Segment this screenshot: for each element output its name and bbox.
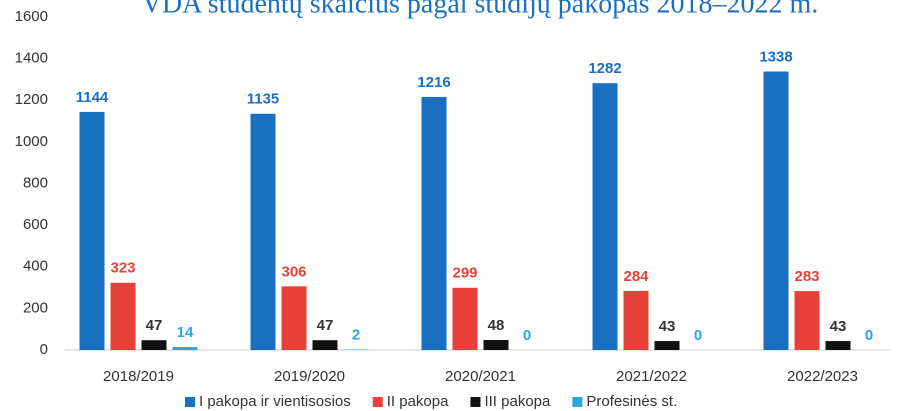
bar xyxy=(794,291,820,350)
legend-label: II pakopa xyxy=(387,393,449,410)
value-label: 284 xyxy=(623,268,649,285)
y-tick-label: 600 xyxy=(23,216,48,233)
legend-swatch xyxy=(470,397,481,407)
value-label: 0 xyxy=(523,327,531,344)
value-label: 1216 xyxy=(417,74,450,91)
value-label: 47 xyxy=(317,317,334,334)
legend-swatch xyxy=(185,397,195,407)
bar xyxy=(825,341,851,350)
value-label: 323 xyxy=(110,260,135,277)
y-tick-label: 1200 xyxy=(15,91,48,108)
bar xyxy=(250,113,276,350)
value-label: 1338 xyxy=(759,48,792,65)
value-label: 1144 xyxy=(76,89,109,106)
legend-label: III pakopa xyxy=(484,393,551,410)
value-label: 14 xyxy=(177,324,194,341)
legend-swatch xyxy=(372,397,383,407)
y-tick-label: 0 xyxy=(40,341,48,358)
y-tick-label: 200 xyxy=(23,299,48,316)
x-tick-label: 2020/2021 xyxy=(445,368,516,385)
legend-label: Profesinės st. xyxy=(586,393,677,410)
value-label: 1135 xyxy=(247,91,280,108)
y-tick-label: 400 xyxy=(23,258,48,275)
value-label: 2 xyxy=(352,327,360,344)
bar xyxy=(452,287,478,350)
bar xyxy=(312,340,338,350)
bar xyxy=(281,286,307,350)
bar xyxy=(141,340,167,350)
x-tick-label: 2018/2019 xyxy=(103,368,174,385)
value-label: 47 xyxy=(146,317,163,334)
bar xyxy=(654,341,680,350)
bar xyxy=(110,282,136,350)
value-label: 0 xyxy=(865,327,873,344)
bar xyxy=(79,111,105,350)
value-label: 299 xyxy=(452,265,477,282)
bar xyxy=(592,83,618,350)
bar xyxy=(172,347,198,350)
value-label: 43 xyxy=(659,318,676,335)
x-tick-label: 2021/2022 xyxy=(616,368,687,385)
x-tick-label: 2019/2020 xyxy=(274,368,345,385)
y-tick-label: 800 xyxy=(23,174,48,191)
x-tick-label: 2022/2023 xyxy=(787,368,858,385)
value-label: 1282 xyxy=(588,60,621,77)
value-label: 283 xyxy=(794,268,819,285)
legend-swatch xyxy=(572,397,583,407)
bar xyxy=(763,71,789,350)
chart-title: VDA studentų skaičius pagal studijų pako… xyxy=(142,0,819,19)
legend-label: I pakopa ir vientisosios xyxy=(199,393,351,410)
y-tick-label: 1000 xyxy=(15,133,48,150)
bar xyxy=(483,340,509,350)
y-tick-label: 1400 xyxy=(15,50,48,67)
value-label: 306 xyxy=(281,263,306,280)
value-label: 43 xyxy=(830,318,847,335)
bar xyxy=(421,96,447,350)
value-label: 0 xyxy=(694,327,702,344)
bar xyxy=(623,290,649,350)
y-tick-label: 1600 xyxy=(15,8,48,25)
value-label: 48 xyxy=(488,317,505,334)
